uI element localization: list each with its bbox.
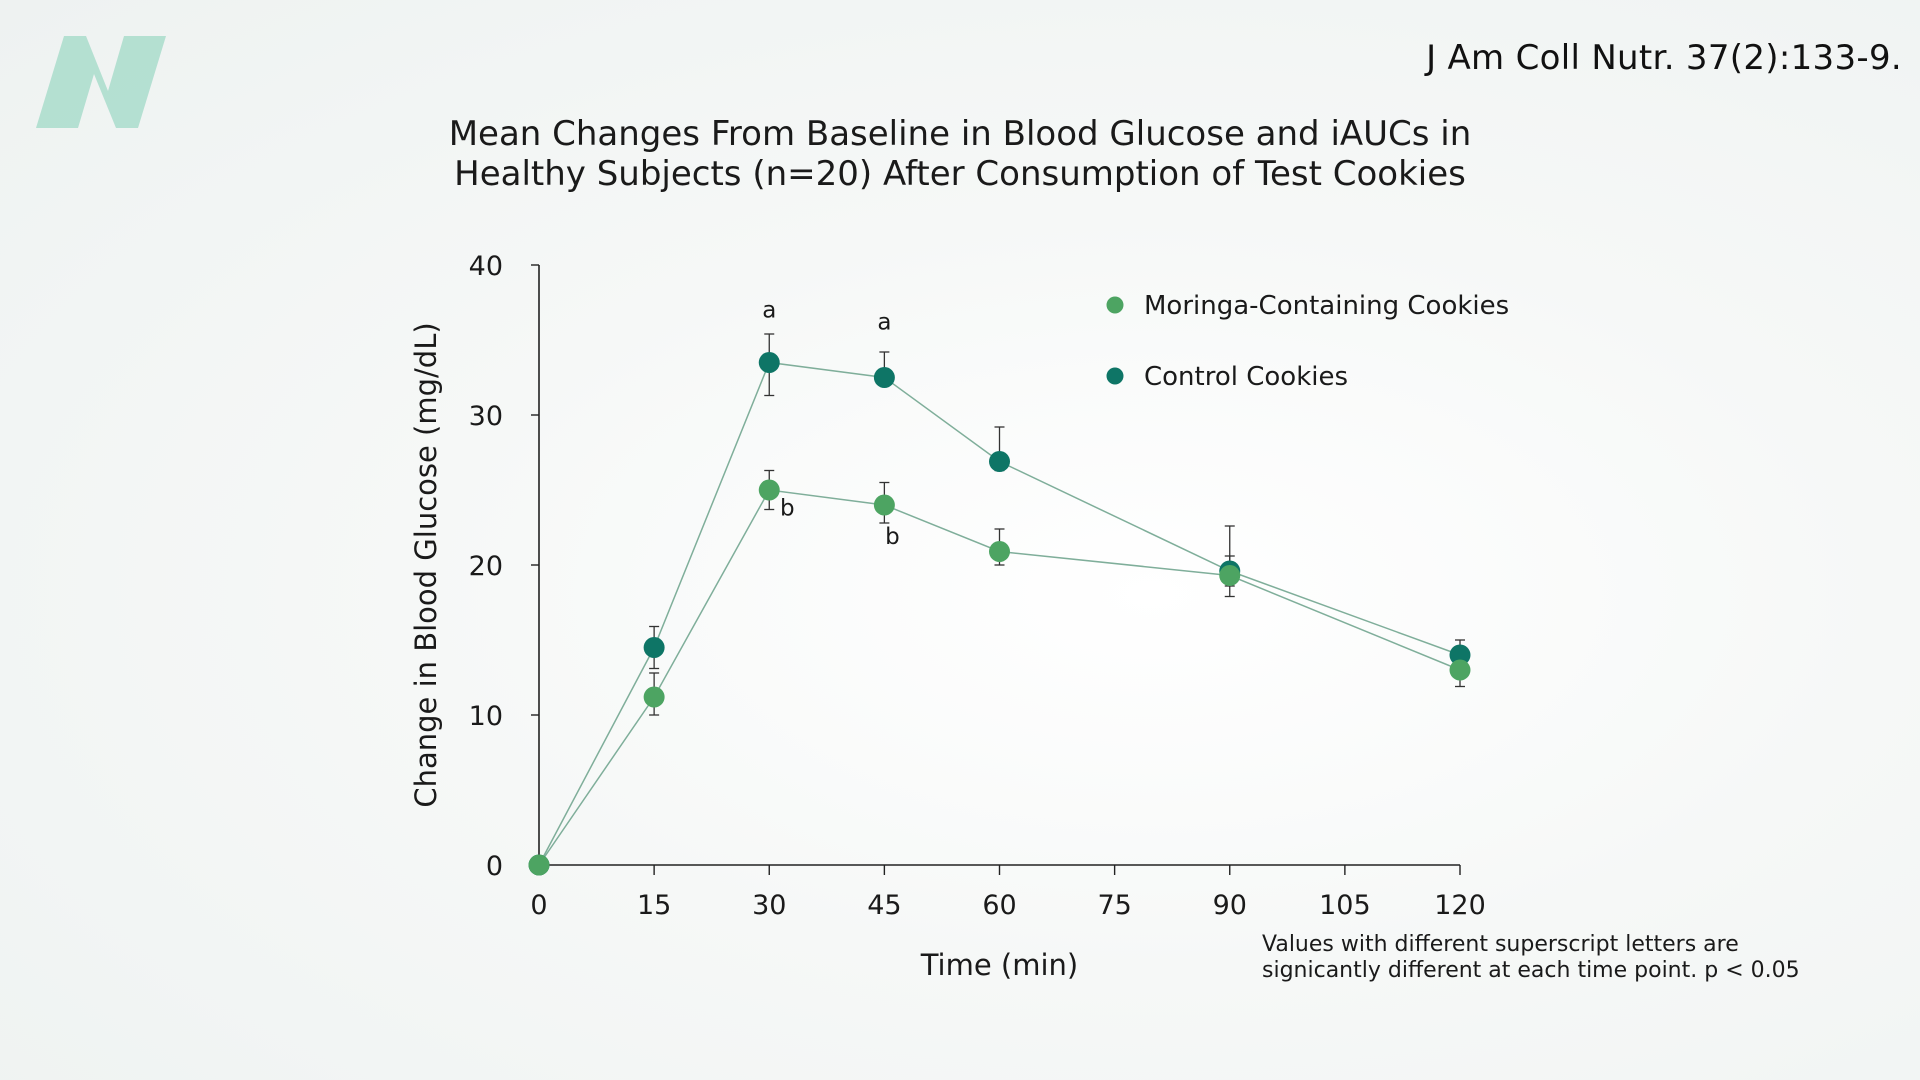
axes: 0 15 30 45 60 75 90 105 120 0 10 20 30 40 Time (min) Ch… [409,251,1486,982]
chart-title-line-2: Healthy Subjects (n=20) After Consumptio… [454,154,1466,194]
y-tick-label: 20 [469,551,503,582]
data-point-moringa [758,479,780,501]
y-tick-label: 30 [469,401,503,432]
logo-mark [36,36,166,128]
y-axis-label: Change in Blood Glucose (mg/dL) [409,322,443,807]
legend-marker-control [1106,367,1124,385]
x-tick-label: 0 [530,890,547,921]
x-axis-label: Time (min) [920,948,1079,982]
legend: Moringa-Containing Cookies Control Cookie… [1106,291,1509,392]
y-tick-label: 40 [469,251,503,282]
significance-letter: a [762,298,776,324]
data-point-moringa [1219,565,1241,586]
footnote-line-2: signicantly different at each time point… [1262,958,1800,983]
data-point-moringa [1449,659,1471,681]
data-point-control [758,352,780,373]
data-point-control [1449,644,1471,666]
citation: J Am Coll Nutr. 37(2):133-9. [1426,38,1902,78]
chart-title: Mean Changes From Baseline in Blood Gluc… [360,114,1560,194]
x-tick-label: 30 [752,890,786,921]
data-point-moringa [873,494,895,516]
data-points [528,352,1471,876]
legend-marker-moringa [1106,296,1124,314]
significance-letter: b [885,524,900,550]
data-point-control [873,367,895,388]
data-point-moringa [989,541,1010,562]
brand-logo [36,36,166,128]
x-tick-label: 75 [1097,890,1131,921]
x-tick-label: 15 [637,890,671,921]
significance-annotations: a a b b [762,298,900,551]
x-tick-label: 120 [1434,890,1486,921]
data-point-control [989,451,1010,472]
significance-letter: a [877,310,891,336]
data-point-control [643,637,665,658]
legend-label-control: Control Cookies [1144,362,1348,392]
footnote: Values with different superscript letter… [1262,932,1800,984]
chart-title-line-1: Mean Changes From Baseline in Blood Gluc… [448,114,1472,154]
x-tick-label: 90 [1213,890,1247,921]
significance-letter: b [780,496,795,522]
y-tick-label: 0 [486,851,503,882]
x-tick-label: 45 [867,890,901,921]
x-tick-label: 60 [982,890,1016,921]
footnote-line-1: Values with different superscript letter… [1262,932,1739,957]
legend-label-moringa: Moringa-Containing Cookies [1144,291,1509,321]
data-point-moringa [643,686,665,708]
data-point-moringa [528,854,550,876]
y-tick-label: 10 [469,701,503,732]
x-tick-label: 105 [1319,890,1371,921]
